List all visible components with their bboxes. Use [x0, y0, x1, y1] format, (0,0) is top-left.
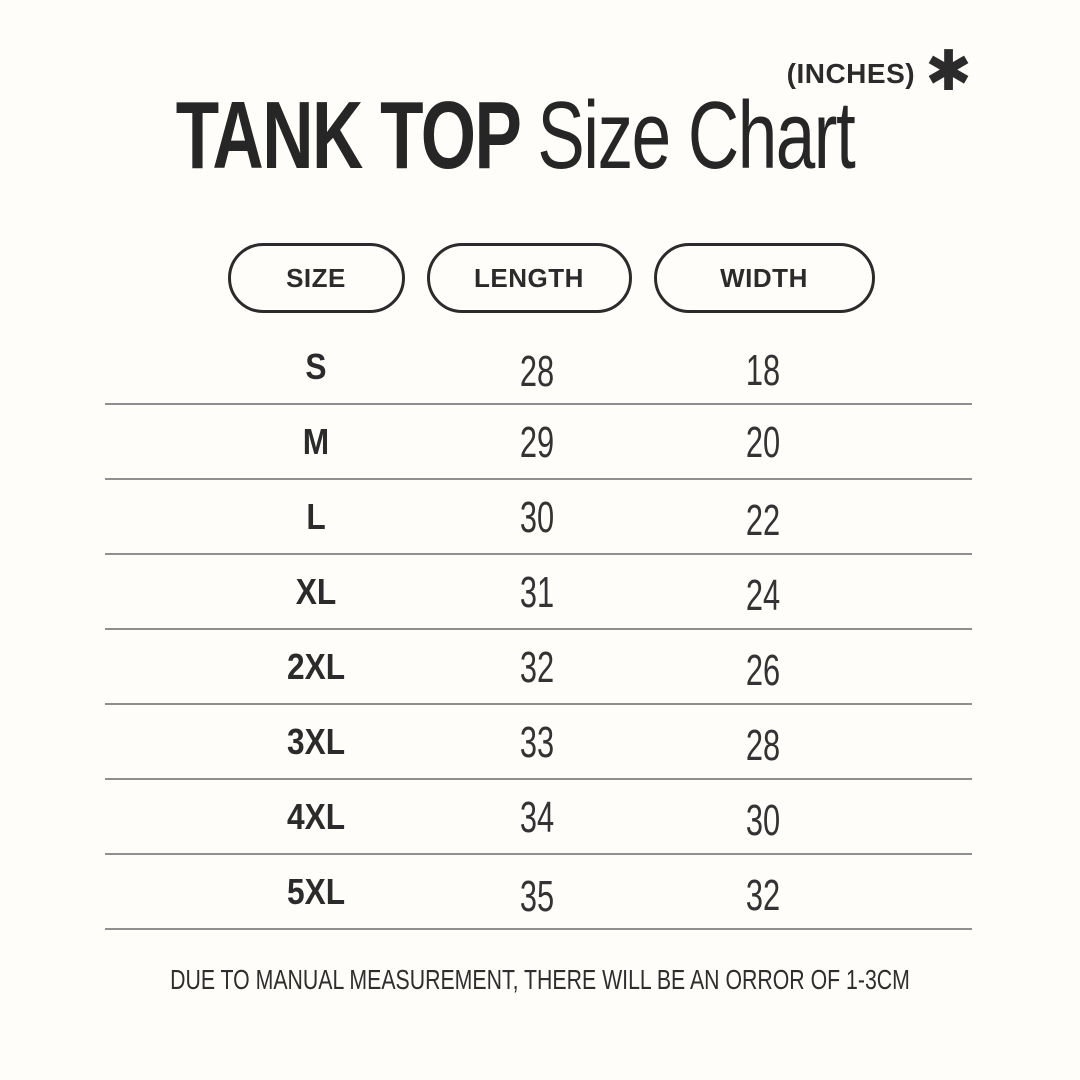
length-cell: 28 [519, 346, 555, 396]
asterisk-icon: ✱ [925, 39, 972, 102]
table-row: 2XL 32 26 [105, 630, 972, 705]
size-cell: 3XL [286, 720, 346, 762]
unit-label: (INCHES) [786, 58, 916, 89]
width-cell: 20 [745, 417, 781, 467]
table-header-row: SIZE LENGTH WIDTH [0, 243, 1080, 313]
length-cell: 32 [519, 642, 555, 692]
page-title: TANK TOP Size Chart [115, 85, 914, 187]
page-title-suffix: Size Chart [537, 82, 855, 189]
width-cell: 22 [745, 495, 781, 545]
table-row: S 28 18 [105, 330, 972, 405]
column-header-size: SIZE [227, 243, 405, 313]
column-header-width: WIDTH [653, 243, 875, 313]
page-title-product: TANK TOP [175, 82, 521, 189]
unit-note: (INCHES) ✱ [786, 39, 972, 102]
size-cell: M [302, 420, 330, 462]
size-cell: 2XL [286, 645, 346, 687]
table-row: 5XL 35 32 [105, 855, 972, 930]
length-cell: 31 [519, 567, 555, 617]
table-row: M 29 20 [105, 405, 972, 480]
width-cell: 26 [745, 645, 781, 695]
width-cell: 30 [745, 795, 781, 845]
width-cell: 28 [745, 720, 781, 770]
length-cell: 33 [519, 717, 555, 767]
width-cell: 24 [745, 570, 781, 620]
length-cell: 34 [519, 792, 555, 842]
length-cell: 35 [519, 871, 555, 921]
measurement-note: DUE TO MANUAL MEASUREMENT, THERE WILL BE… [170, 964, 910, 995]
size-cell: 5XL [286, 870, 346, 912]
size-cell: L [306, 495, 326, 537]
length-cell: 30 [519, 492, 555, 542]
table-row: L 30 22 [105, 480, 972, 555]
size-cell: XL [295, 570, 337, 612]
length-cell: 29 [519, 417, 555, 467]
width-cell: 32 [745, 870, 781, 920]
size-table: S 28 18 M 29 20 L 30 22 XL 31 24 2XL 32 … [105, 330, 972, 930]
column-header-length: LENGTH [426, 243, 632, 313]
table-row: XL 31 24 [105, 555, 972, 630]
table-row: 4XL 34 30 [105, 780, 972, 855]
width-cell: 18 [745, 345, 781, 395]
size-cell: 4XL [286, 795, 346, 837]
table-row: 3XL 33 28 [105, 705, 972, 780]
size-cell: S [305, 345, 327, 387]
